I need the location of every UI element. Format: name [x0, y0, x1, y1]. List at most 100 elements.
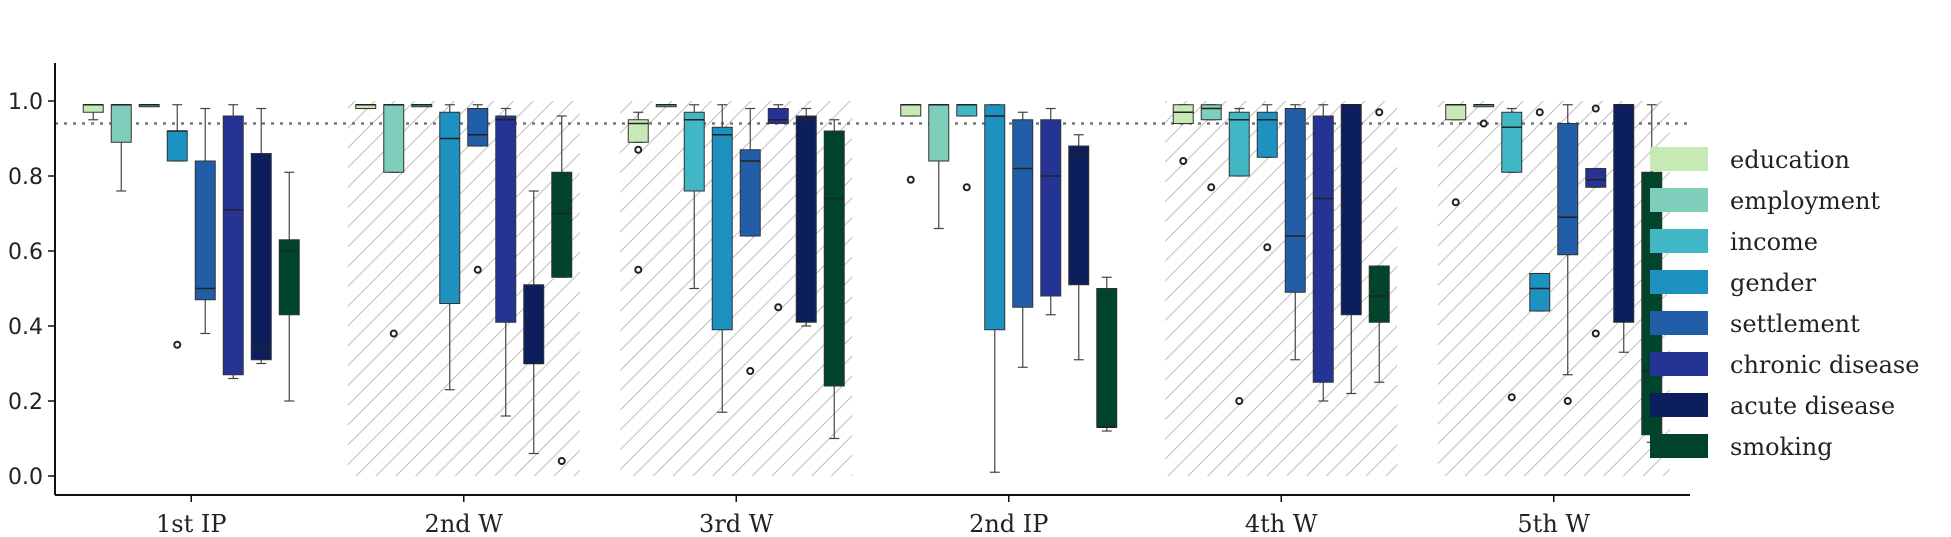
- box-body: [222, 115, 244, 376]
- box-body: [1256, 111, 1278, 158]
- boxes: [82, 104, 1663, 473]
- outlier-point: [1535, 108, 1544, 117]
- y-tick-label: 1.0: [8, 90, 43, 115]
- box-body: [1557, 123, 1579, 256]
- box-gender: [1256, 104, 1278, 252]
- box-education: [355, 104, 377, 110]
- box-body: [711, 126, 733, 331]
- box-body: [467, 108, 489, 147]
- box-smoking: [551, 115, 573, 465]
- hatched-region: [347, 101, 580, 476]
- box-chronic-disease: [1312, 104, 1334, 402]
- outlier-point: [1235, 397, 1244, 405]
- legend-label: gender: [1730, 269, 1817, 297]
- hatched-regions: [347, 101, 1670, 476]
- outlier-point: [1375, 108, 1384, 117]
- box-body: [1368, 265, 1390, 323]
- box-body: [1445, 104, 1467, 121]
- outlier-point: [634, 145, 643, 154]
- box-body: [956, 104, 978, 117]
- box-body: [82, 104, 104, 113]
- outlier-point: [1563, 397, 1572, 405]
- outlier-point: [1507, 393, 1516, 402]
- outlier-point: [1479, 119, 1488, 128]
- legend-swatch: [1650, 270, 1708, 294]
- box-body: [495, 115, 517, 323]
- box-gender: [984, 104, 1006, 473]
- box-education: [82, 104, 104, 121]
- outlier-point: [1591, 104, 1600, 113]
- box-body: [1312, 115, 1334, 383]
- box-employment: [655, 104, 677, 108]
- box-income: [683, 104, 705, 290]
- box-smoking: [823, 119, 845, 440]
- box-settlement: [1284, 104, 1306, 361]
- legend-swatch: [1650, 147, 1708, 171]
- box-employment: [383, 104, 405, 338]
- box-settlement: [739, 107, 761, 375]
- box-body: [194, 160, 216, 301]
- box-acute-disease: [1613, 104, 1635, 353]
- box-acute-disease: [1340, 104, 1362, 395]
- box-body: [250, 153, 272, 361]
- outlier-point: [746, 367, 755, 375]
- box-body: [1096, 288, 1118, 428]
- box-body: [110, 104, 132, 143]
- x-tick-label: 3rd W: [699, 510, 774, 537]
- legend-label: settlement: [1730, 310, 1860, 338]
- legend-swatch: [1650, 393, 1708, 417]
- outlier-point: [173, 340, 182, 349]
- box-education: [1445, 104, 1467, 207]
- outlier-point: [906, 175, 915, 184]
- box-chronic-disease: [1040, 107, 1062, 316]
- box-gender: [1529, 108, 1551, 312]
- legend-label: acute disease: [1730, 392, 1895, 420]
- box-employment: [1200, 104, 1222, 192]
- box-body: [627, 119, 649, 143]
- legend-label: smoking: [1730, 433, 1833, 461]
- box-body: [439, 111, 461, 304]
- axes: 0.0 0.2 0.4 0.6 0.8 1.0 1st IP 2nd W 3rd W 2nd IP…: [8, 63, 1690, 537]
- x-tick-label: 1st IP: [156, 510, 227, 537]
- x-tick-label: 2nd W: [425, 510, 504, 537]
- box-body: [984, 104, 1006, 331]
- box-employment: [928, 104, 950, 230]
- box-acute-disease: [1068, 134, 1090, 361]
- box-acute-disease: [795, 107, 817, 327]
- hatched-region: [1437, 101, 1670, 476]
- legend-swatch: [1650, 311, 1708, 335]
- x-tick-label: 4th W: [1245, 510, 1318, 537]
- y-tick-label: 0.4: [8, 315, 43, 340]
- box-employment: [1473, 104, 1495, 128]
- box-body: [1040, 119, 1062, 297]
- outlier-point: [774, 303, 783, 312]
- box-settlement: [1557, 104, 1579, 405]
- box-body: [383, 104, 405, 173]
- y-tick-label: 0.6: [8, 240, 43, 265]
- outlier-point: [1179, 157, 1188, 165]
- box-income: [1228, 107, 1250, 405]
- legend-swatch: [1650, 434, 1708, 458]
- box-income: [138, 104, 160, 108]
- box-body: [1340, 104, 1362, 316]
- box-smoking: [278, 171, 300, 402]
- box-education: [1172, 104, 1194, 165]
- box-education: [627, 111, 649, 274]
- x-tick-label: 5th W: [1517, 510, 1590, 537]
- box-gender: [711, 104, 733, 413]
- legend-swatch: [1650, 188, 1708, 212]
- box-body: [166, 130, 188, 162]
- outlier-point: [634, 265, 643, 274]
- box-gender: [439, 104, 461, 391]
- box-body: [278, 239, 300, 316]
- legend-swatch: [1650, 229, 1708, 253]
- box-smoking: [1096, 276, 1118, 432]
- legend-label: education: [1730, 146, 1850, 174]
- box-body: [523, 284, 545, 364]
- box-body: [739, 149, 761, 237]
- box-settlement: [1012, 111, 1034, 368]
- box-body: [683, 111, 705, 192]
- hatched-region: [620, 101, 853, 476]
- box-body: [795, 115, 817, 323]
- box-smoking: [1368, 108, 1390, 383]
